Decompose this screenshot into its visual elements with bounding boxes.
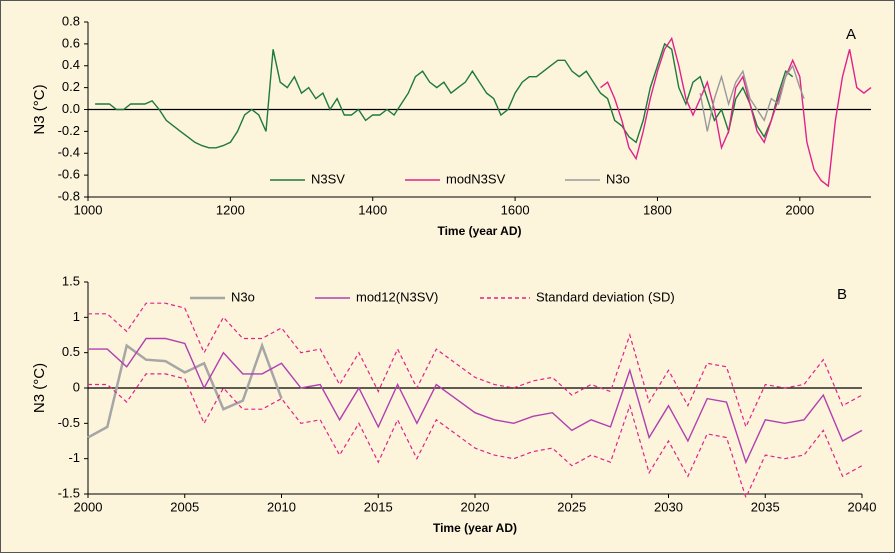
y-tick-label: 0.2: [62, 79, 80, 94]
x-axis-title: Time (year AD): [437, 224, 521, 238]
y-tick-label: 0.8: [62, 13, 80, 28]
x-tick-label: 1800: [643, 202, 672, 217]
x-tick-label: 2015: [364, 499, 393, 514]
y-tick-label: 0.5: [62, 344, 80, 359]
y-tick-label: -0.5: [58, 415, 80, 430]
y-tick-label: 0.4: [62, 57, 80, 72]
y-tick-label: -0.4: [58, 145, 80, 160]
y-axis-title: N3 (°C): [31, 363, 48, 413]
y-tick-label: -1.5: [58, 485, 80, 500]
y-tick-label: 1: [73, 309, 80, 324]
sd-upper-line: [88, 302, 863, 429]
y-tick-label: 0.0: [62, 101, 80, 116]
series-line: [88, 337, 863, 465]
legend-label: N3o: [231, 289, 255, 304]
series-line: [95, 42, 794, 149]
x-tick-label: 1200: [216, 202, 245, 217]
y-tick-label: -0.8: [58, 188, 80, 203]
x-tick-label: 2010: [267, 499, 296, 514]
series-line: [600, 36, 872, 188]
legend-label: modN3SV: [446, 171, 506, 186]
legend-label: Standard deviation (SD): [536, 289, 675, 304]
x-axis-title: Time (year AD): [433, 521, 517, 535]
series-line: [87, 341, 283, 439]
x-tick-label: 2020: [461, 499, 490, 514]
x-tick-label: 2030: [654, 499, 683, 514]
y-tick-label: -0.6: [58, 167, 80, 182]
legend-label: mod12(N3SV): [356, 289, 438, 304]
y-tick-label: 0.6: [62, 35, 80, 50]
x-tick-label: 2000: [785, 202, 814, 217]
x-tick-label: 2025: [557, 499, 586, 514]
y-tick-label: -1: [68, 450, 80, 465]
panel-label: A: [846, 26, 856, 43]
x-tick-label: 1000: [74, 202, 103, 217]
legend-label: N3o: [606, 171, 630, 186]
y-tick-label: -0.2: [58, 123, 80, 138]
x-tick-label: 2000: [74, 499, 103, 514]
y-tick-label: 0: [73, 379, 80, 394]
x-tick-label: 2035: [751, 499, 780, 514]
x-tick-label: 1600: [501, 202, 530, 217]
panel-label: B: [837, 286, 847, 303]
y-tick-label: 1.5: [62, 273, 80, 288]
legend-label: N3SV: [311, 171, 345, 186]
sd-lower-line: [88, 373, 863, 500]
x-tick-label: 2040: [848, 499, 877, 514]
y-axis-title: N3 (°C): [31, 84, 48, 134]
x-tick-label: 1400: [358, 202, 387, 217]
x-tick-label: 2005: [170, 499, 199, 514]
series-line: [699, 64, 805, 132]
